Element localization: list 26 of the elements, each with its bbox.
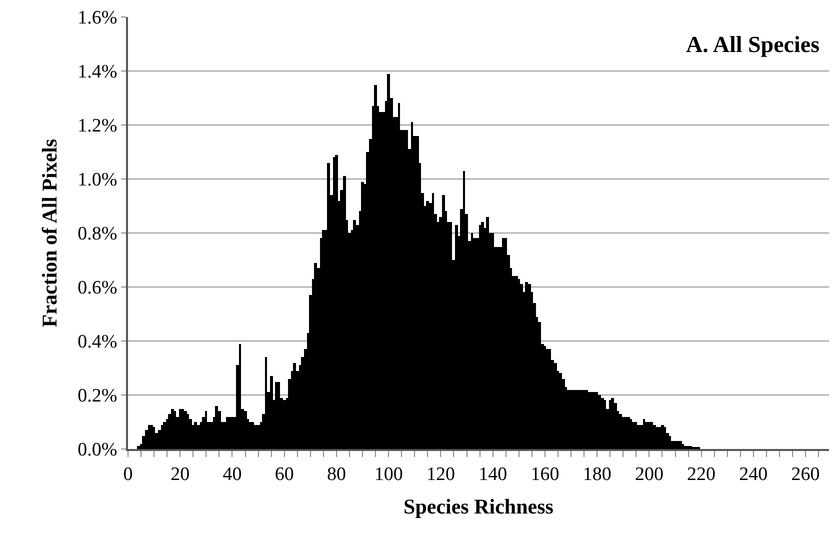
y-tick-label: 0.2% [78, 386, 118, 407]
x-tick-label: 100 [374, 464, 403, 485]
y-tick-label: 1.2% [78, 116, 118, 137]
annotation: A. All Species [686, 32, 820, 57]
x-tick-label: 0 [123, 464, 133, 485]
y-tick-label: 1.6% [78, 8, 118, 29]
y-tick-label: 0.8% [78, 224, 118, 245]
x-tick-label: 160 [530, 464, 560, 485]
x-axis-title: Species Richness [404, 494, 554, 518]
x-tick-label: 60 [274, 464, 294, 485]
x-tick-label: 120 [426, 464, 455, 485]
x-tick-label: 140 [478, 464, 508, 485]
y-axis-title: Fraction of All Pixels [37, 138, 62, 328]
x-tick-label: 80 [326, 464, 346, 485]
y-tick-label: 1.0% [78, 170, 118, 191]
y-tick-label: 0.4% [78, 332, 118, 353]
y-tick-label: 0.6% [78, 278, 118, 299]
x-tick-label: 240 [739, 464, 768, 485]
x-tick-label: 180 [582, 464, 612, 485]
y-tick-label: 1.4% [78, 62, 118, 83]
x-tick-label: 200 [634, 464, 664, 485]
y-tick-label: 0.0% [78, 440, 118, 461]
x-tick-label: 40 [222, 464, 242, 485]
x-tick-label: 20 [170, 464, 190, 485]
x-tick-label: 220 [687, 464, 716, 485]
x-tick-label: 260 [791, 464, 820, 485]
